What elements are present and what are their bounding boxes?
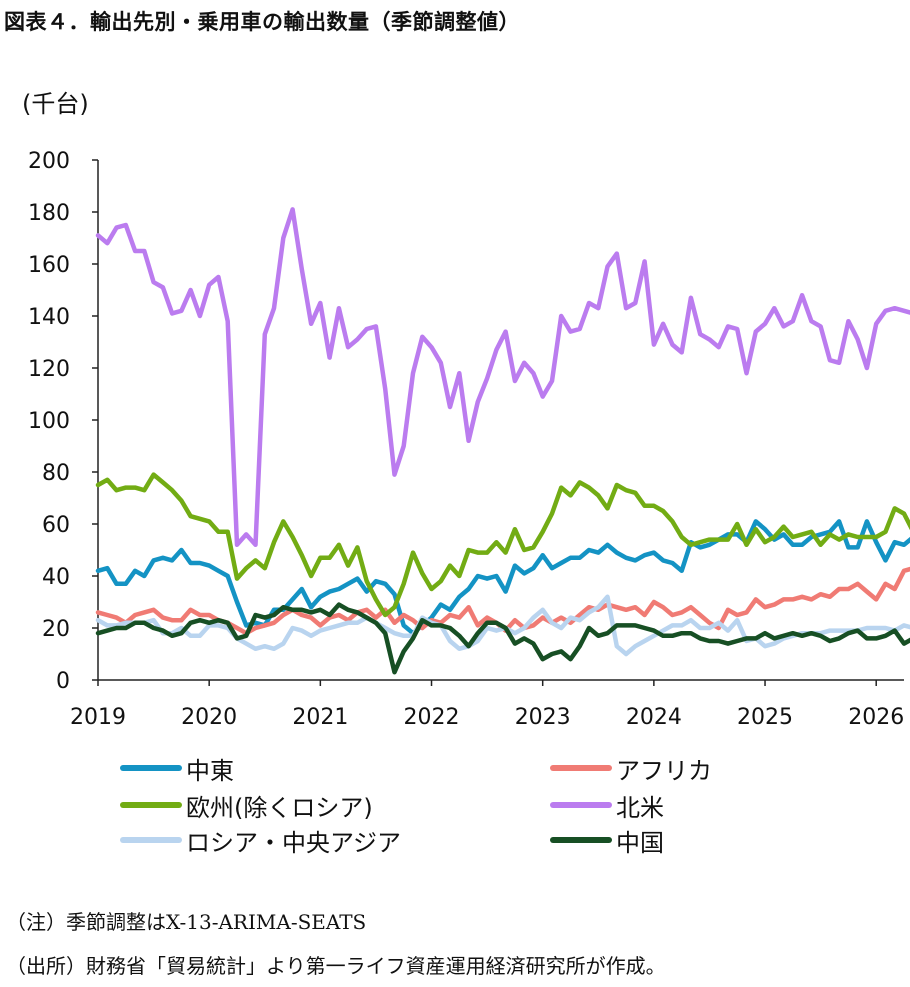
footnote-source: （出所）財務省「貿易統計」より第一ライフ資産運用経済研究所が作成。 [6, 954, 666, 978]
x-tick-label: 2021 [292, 705, 348, 730]
series-line-3 [95, 207, 910, 548]
y-tick-label: 140 [28, 305, 70, 330]
x-tick-label: 2019 [70, 705, 126, 730]
y-tick-label: 60 [42, 513, 70, 538]
footnote-note: （注）季節調整はX-13-ARIMA-SEATS [6, 910, 367, 934]
y-tick-label: 0 [56, 669, 70, 694]
y-tick-label: 40 [42, 565, 70, 590]
y-tick-label: 20 [42, 617, 70, 642]
y-tick-label: 100 [28, 409, 70, 434]
x-tick-label: 2026 [848, 705, 904, 730]
series-line-2 [95, 472, 910, 618]
chart-axes: 0 20 40 60 80 100 120 140 160 180 200 2019 2020 2021 2… [28, 149, 904, 730]
series-line-1 [95, 566, 910, 636]
y-tick-label: 200 [28, 149, 70, 174]
y-tick-label: 120 [28, 357, 70, 382]
y-tick-label: 180 [28, 201, 70, 226]
y-axis-unit-label: (千台) [22, 90, 89, 118]
x-tick-label: 2023 [515, 705, 571, 730]
chart-title: 図表４．輸出先別・乗用車の輸出数量（季節調整値） [4, 10, 520, 34]
x-tick-label: 2022 [404, 705, 460, 730]
y-tick-label: 80 [42, 461, 70, 486]
y-tick-label: 160 [28, 253, 70, 278]
series-line-0 [95, 519, 910, 636]
series-layer [95, 207, 910, 675]
x-tick-label: 2024 [626, 705, 682, 730]
series-line-5 [95, 602, 910, 675]
x-tick-label: 2025 [737, 705, 793, 730]
x-tick-label: 2020 [181, 705, 237, 730]
